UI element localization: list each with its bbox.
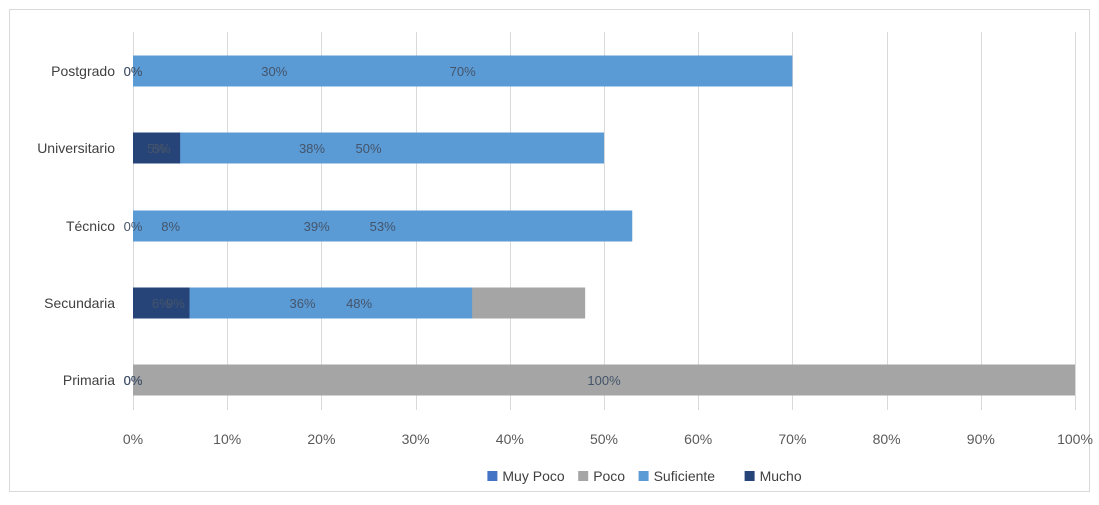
legend-swatch xyxy=(745,471,755,481)
legend-swatch xyxy=(578,471,588,481)
data-label: 30% xyxy=(261,64,287,79)
legend-label: Mucho xyxy=(760,468,802,484)
x-tick-label: 90% xyxy=(967,431,995,447)
legend-swatch xyxy=(487,471,497,481)
legend-label: Suficiente xyxy=(654,468,716,484)
data-label: 39% xyxy=(304,219,330,234)
data-label: 6% xyxy=(152,296,171,311)
data-label: 53% xyxy=(370,219,396,234)
x-tick-label: 60% xyxy=(684,431,712,447)
data-label: 70% xyxy=(450,64,476,79)
x-tick-label: 70% xyxy=(778,431,806,447)
data-label: 100% xyxy=(587,373,621,388)
x-tick-label: 80% xyxy=(873,431,901,447)
category-label: Técnico xyxy=(66,218,115,234)
data-label: 38% xyxy=(299,141,325,156)
legend-swatch xyxy=(639,471,649,481)
category-label: Postgrado xyxy=(51,63,115,79)
data-label: 48% xyxy=(346,296,372,311)
data-label: 8% xyxy=(161,219,180,234)
data-label: 0% xyxy=(124,373,143,388)
data-label: 5% xyxy=(147,141,166,156)
category-label: Secundaria xyxy=(44,295,115,311)
x-tick-label: 100% xyxy=(1057,431,1093,447)
x-tick-label: 20% xyxy=(307,431,335,447)
data-label: 50% xyxy=(355,141,381,156)
data-label: 0% xyxy=(124,219,143,234)
data-label: 0% xyxy=(124,64,143,79)
x-tick-label: 50% xyxy=(590,431,618,447)
x-tick-label: 0% xyxy=(123,431,143,447)
category-label: Universitario xyxy=(37,140,115,156)
category-label: Primaria xyxy=(63,372,115,388)
legend-label: Muy Poco xyxy=(502,468,564,484)
x-tick-label: 40% xyxy=(496,431,524,447)
x-tick-label: 30% xyxy=(402,431,430,447)
legend-label: Poco xyxy=(593,468,625,484)
data-label: 36% xyxy=(290,296,316,311)
x-tick-label: 10% xyxy=(213,431,241,447)
